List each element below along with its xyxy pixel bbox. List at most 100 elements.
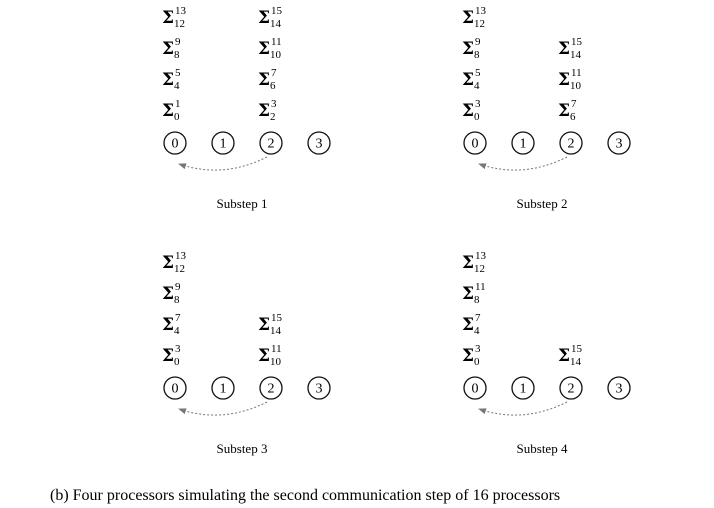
sum-upper-index: 3 bbox=[271, 98, 277, 110]
sum-lower-index: 10 bbox=[570, 80, 582, 92]
sigma-symbol: Σ bbox=[162, 70, 174, 90]
sum-lower-index: 4 bbox=[474, 325, 480, 337]
communication-arrow bbox=[178, 156, 268, 171]
sum-upper-index: 11 bbox=[571, 67, 582, 79]
partial-sum-term: Σ 54 bbox=[462, 67, 481, 92]
processor-node: 0 bbox=[163, 131, 187, 155]
sum-lower-index: 4 bbox=[174, 325, 180, 337]
partial-sum-term: Σ 98 bbox=[462, 36, 481, 61]
processor-circle bbox=[307, 131, 331, 155]
sum-upper-index: 7 bbox=[571, 98, 577, 110]
processor-label: 2 bbox=[568, 137, 575, 152]
processor-node: 0 bbox=[463, 376, 487, 400]
processor-circle bbox=[307, 376, 331, 400]
partial-sum-term: Σ 74 bbox=[462, 312, 481, 337]
processor-node: 3 bbox=[307, 131, 331, 155]
processor-label: 3 bbox=[316, 382, 323, 397]
processor-circle bbox=[511, 131, 535, 155]
sum-lower-index: 12 bbox=[174, 263, 185, 275]
sigma-symbol: Σ bbox=[162, 346, 174, 366]
processor-circle bbox=[559, 131, 583, 155]
processor-label: 3 bbox=[316, 137, 323, 152]
communication-arrow bbox=[178, 401, 268, 416]
processor-label: 2 bbox=[268, 382, 275, 397]
sigma-symbol: Σ bbox=[258, 70, 270, 90]
sum-lower-index: 8 bbox=[174, 294, 180, 306]
sum-upper-index: 15 bbox=[271, 5, 283, 17]
communication-arrow bbox=[478, 156, 568, 171]
processor-circle bbox=[259, 376, 283, 400]
sum-lower-index: 14 bbox=[270, 325, 282, 337]
sum-upper-index: 5 bbox=[475, 67, 481, 79]
processor-circle bbox=[463, 376, 487, 400]
sigma-symbol: Σ bbox=[258, 315, 270, 335]
processor-node: 3 bbox=[607, 131, 631, 155]
processor-circle bbox=[607, 131, 631, 155]
processor-circle bbox=[463, 131, 487, 155]
processor-node: 1 bbox=[211, 376, 235, 400]
processor-circle bbox=[259, 131, 283, 155]
sum-lower-index: 0 bbox=[174, 356, 180, 368]
sigma-symbol: Σ bbox=[462, 8, 474, 28]
partial-sum-term: Σ 30 bbox=[462, 98, 481, 123]
sigma-symbol: Σ bbox=[462, 39, 474, 59]
sum-upper-index: 7 bbox=[475, 312, 481, 324]
sum-lower-index: 12 bbox=[174, 18, 185, 30]
sigma-symbol: Σ bbox=[462, 346, 474, 366]
sum-upper-index: 5 bbox=[175, 67, 181, 79]
sum-lower-index: 0 bbox=[174, 111, 180, 123]
sum-upper-index: 13 bbox=[175, 250, 187, 262]
sum-lower-index: 8 bbox=[474, 49, 480, 61]
sum-upper-index: 9 bbox=[475, 36, 481, 48]
processor-node: 2 bbox=[559, 376, 583, 400]
processor-label: 0 bbox=[172, 382, 179, 397]
sum-lower-index: 10 bbox=[270, 356, 282, 368]
sigma-symbol: Σ bbox=[558, 101, 570, 121]
sigma-symbol: Σ bbox=[162, 315, 174, 335]
sigma-symbol: Σ bbox=[162, 101, 174, 121]
partial-sum-term: Σ 32 bbox=[258, 98, 277, 123]
sum-lower-index: 8 bbox=[474, 294, 480, 306]
processor-circle bbox=[163, 131, 187, 155]
sum-upper-index: 3 bbox=[475, 98, 481, 110]
partial-sum-term: Σ 30 bbox=[162, 343, 181, 368]
partial-sum-term: Σ 54 bbox=[162, 67, 181, 92]
sigma-symbol: Σ bbox=[258, 39, 270, 59]
partial-sum-term: Σ 74 bbox=[162, 312, 181, 337]
sum-lower-index: 14 bbox=[570, 49, 582, 61]
sigma-symbol: Σ bbox=[258, 346, 270, 366]
processor-circle bbox=[211, 376, 235, 400]
sum-lower-index: 0 bbox=[474, 356, 480, 368]
processor-label: 1 bbox=[520, 137, 527, 152]
processor-label: 3 bbox=[616, 382, 623, 397]
processor-node: 3 bbox=[307, 376, 331, 400]
sigma-symbol: Σ bbox=[558, 70, 570, 90]
sum-upper-index: 11 bbox=[271, 36, 282, 48]
sigma-symbol: Σ bbox=[162, 284, 174, 304]
sum-upper-index: 7 bbox=[271, 67, 277, 79]
substep-label: Substep 4 bbox=[517, 441, 568, 456]
processor-circle bbox=[511, 376, 535, 400]
sum-lower-index: 8 bbox=[174, 49, 180, 61]
sum-lower-index: 0 bbox=[474, 111, 480, 123]
processor-node: 3 bbox=[607, 376, 631, 400]
processor-circle bbox=[211, 131, 235, 155]
processor-label: 1 bbox=[220, 137, 227, 152]
processor-node: 1 bbox=[511, 376, 535, 400]
sum-lower-index: 6 bbox=[570, 111, 576, 123]
processor-label: 2 bbox=[568, 382, 575, 397]
substep-label: Substep 2 bbox=[517, 196, 568, 211]
sigma-symbol: Σ bbox=[162, 39, 174, 59]
sigma-symbol: Σ bbox=[258, 101, 270, 121]
